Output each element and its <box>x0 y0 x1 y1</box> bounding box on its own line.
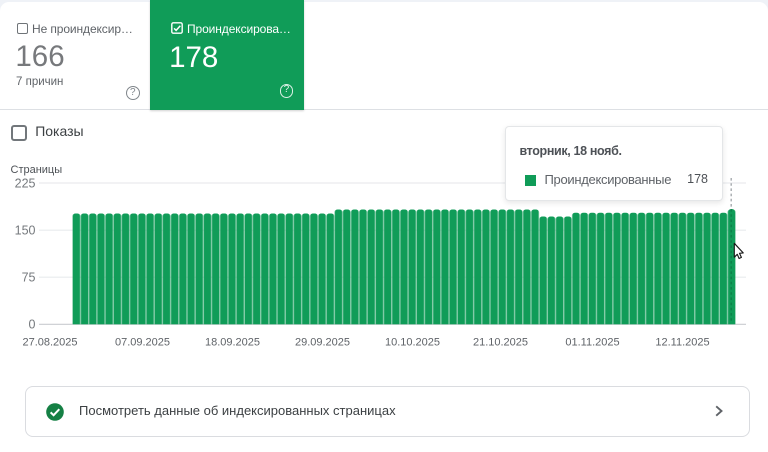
svg-text:27.08.2025: 27.08.2025 <box>22 337 77 349</box>
svg-text:12.11.2025: 12.11.2025 <box>655 337 709 349</box>
svg-text:07.09.2025: 07.09.2025 <box>115 337 170 349</box>
svg-text:Страницы: Страницы <box>11 164 63 176</box>
svg-text:21.10.2025: 21.10.2025 <box>473 337 528 349</box>
svg-text:01.11.2025: 01.11.2025 <box>565 337 619 349</box>
svg-text:150: 150 <box>15 224 36 238</box>
svg-text:18.09.2025: 18.09.2025 <box>205 337 260 349</box>
svg-text:10.10.2025: 10.10.2025 <box>385 337 440 349</box>
svg-text:0: 0 <box>29 318 36 332</box>
svg-text:225: 225 <box>15 176 36 190</box>
svg-text:29.09.2025: 29.09.2025 <box>295 337 350 349</box>
svg-text:75: 75 <box>22 271 36 285</box>
